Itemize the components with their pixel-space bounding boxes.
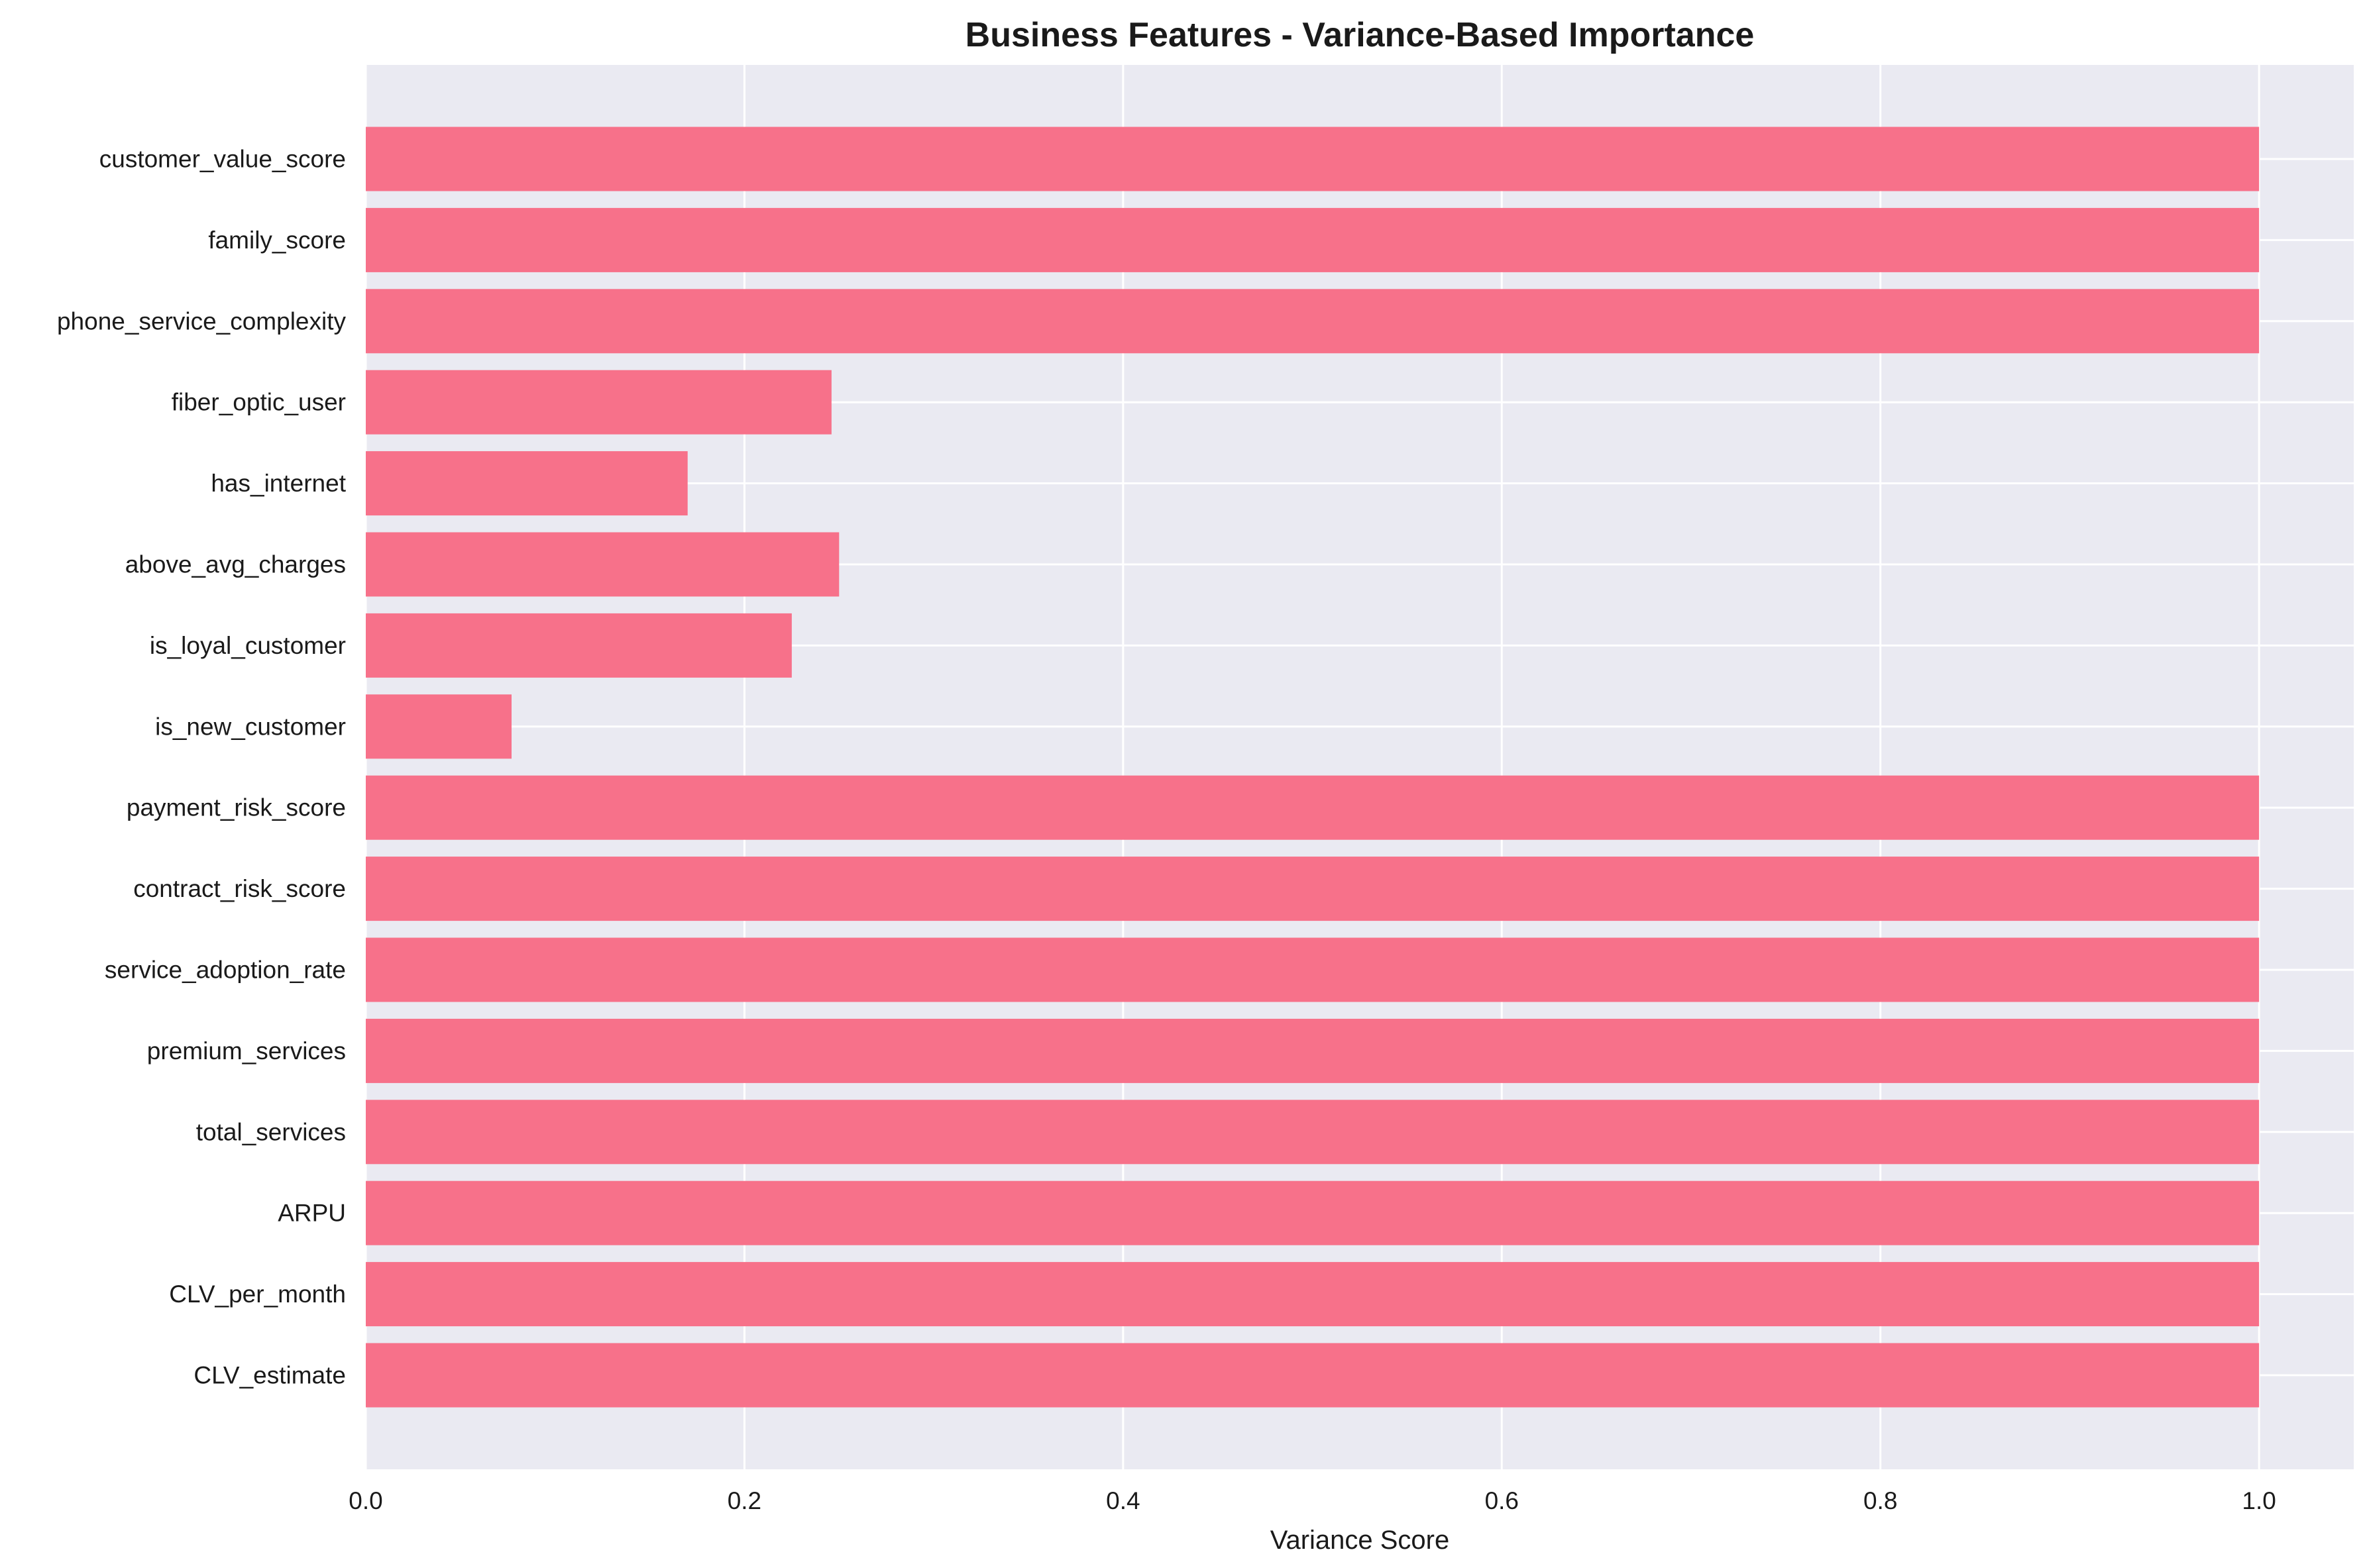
bar-customer_value_score: [366, 127, 2260, 191]
y-tick-label: has_internet: [211, 470, 346, 497]
y-tick-label: total_services: [196, 1118, 346, 1145]
bar-payment_risk_score: [366, 775, 2260, 840]
bar-CLV_estimate: [366, 1343, 2260, 1408]
y-tick-label: ARPU: [278, 1200, 346, 1227]
bar-phone_service_complexity: [366, 289, 2260, 354]
x-axis-label: Variance Score: [1270, 1526, 1450, 1555]
y-tick-labels: CLV_estimate CLV_per_month ARPU total_servi…: [57, 146, 347, 1389]
bar-is_new_customer: [366, 694, 512, 759]
x-tick-label: 0.6: [1485, 1487, 1519, 1514]
y-tick-label: phone_service_complexity: [57, 307, 347, 335]
bar-service_adoption_rate: [366, 937, 2260, 1002]
y-tick-label: service_adoption_rate: [105, 957, 346, 984]
bar-family_score: [366, 207, 2260, 272]
y-tick-label: is_loyal_customer: [150, 632, 346, 659]
y-tick-label: CLV_estimate: [193, 1362, 346, 1389]
bar-has_internet: [366, 451, 688, 516]
y-tick-label: contract_risk_score: [133, 875, 346, 902]
y-tick-label: above_avg_charges: [125, 551, 346, 578]
chart-title: Business Features - Variance-Based Impor…: [965, 16, 1755, 54]
y-tick-label: premium_services: [147, 1037, 346, 1065]
x-tick-label: 1.0: [2242, 1487, 2276, 1514]
x-tick-label: 0.2: [728, 1487, 761, 1514]
x-tick-label: 0.0: [349, 1487, 382, 1514]
y-tick-label: fiber_optic_user: [172, 389, 346, 416]
bar-total_services: [366, 1100, 2260, 1165]
bar-fiber_optic_user: [366, 370, 832, 435]
y-tick-label: customer_value_score: [99, 146, 346, 173]
bar-is_loyal_customer: [366, 613, 792, 678]
bar-CLV_per_month: [366, 1262, 2260, 1327]
bar-contract_risk_score: [366, 857, 2260, 921]
y-tick-label: CLV_per_month: [169, 1281, 346, 1308]
x-tick-label: 0.8: [1863, 1487, 1897, 1514]
bar-premium_services: [366, 1018, 2260, 1083]
plot-area: [366, 65, 2354, 1469]
bar-ARPU: [366, 1180, 2260, 1245]
y-tick-label: is_new_customer: [155, 713, 346, 740]
x-tick-label: 0.4: [1106, 1487, 1140, 1514]
x-tick-labels: 0.0 0.2 0.4 0.6 0.8 1.0: [349, 1487, 2276, 1514]
y-tick-label: payment_risk_score: [127, 794, 346, 821]
y-tick-label: family_score: [208, 227, 346, 254]
bars: [366, 127, 2260, 1408]
bar-above_avg_charges: [366, 532, 840, 597]
